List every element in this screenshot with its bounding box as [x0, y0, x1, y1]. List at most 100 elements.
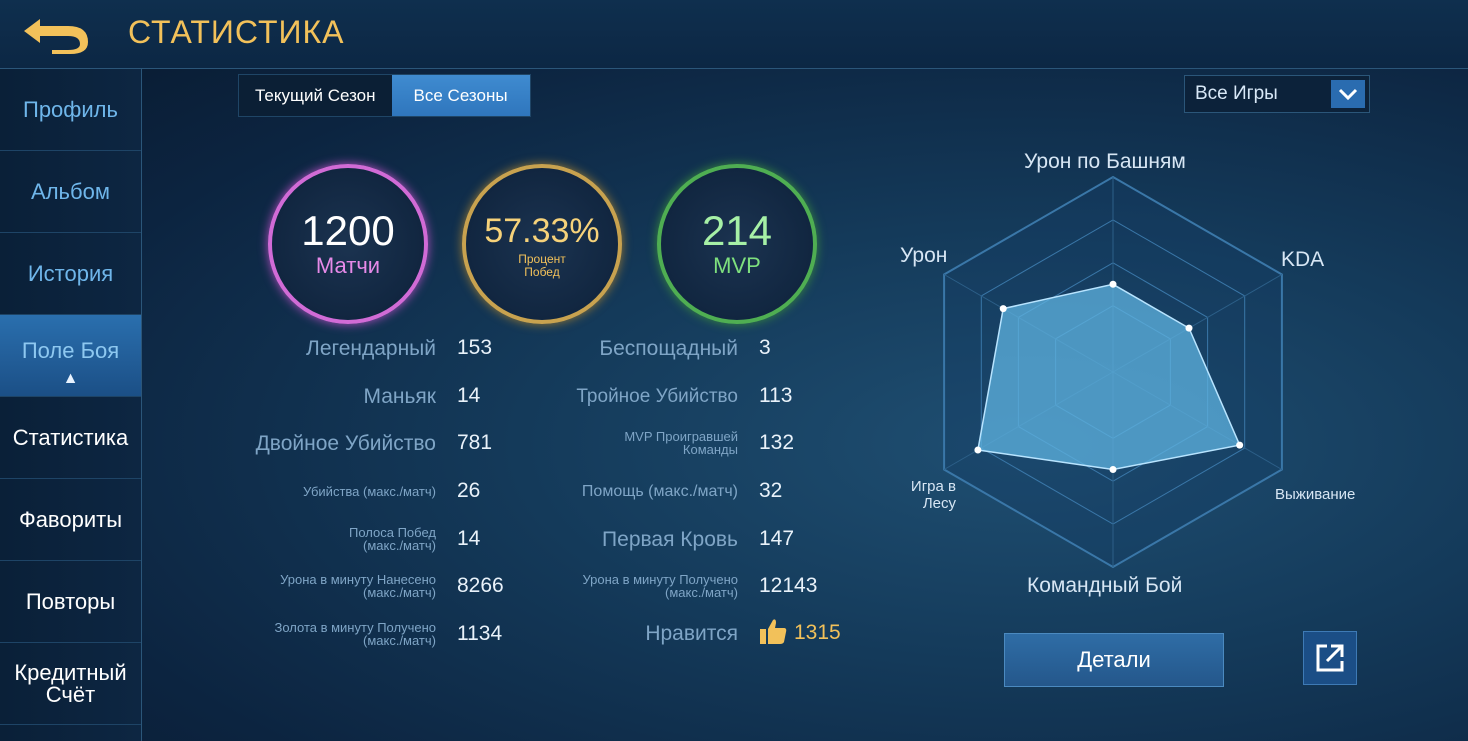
radar-point: [1185, 324, 1193, 332]
stat-label: Помощь (макс./матч): [581, 482, 738, 500]
sidebar-item-label: Кредитный Счёт: [14, 659, 127, 707]
mvp-circle: 214 MVP: [657, 164, 817, 324]
stat-label: Полоса Побед (макс./матч): [349, 525, 436, 553]
likes: 1315: [758, 616, 841, 650]
sidebar-item-history[interactable]: История: [0, 233, 141, 315]
game-mode-selected: Все Игры: [1195, 83, 1278, 104]
radar-axis-label: KDA: [1281, 248, 1325, 271]
winrate-value: 57.33%: [484, 212, 600, 250]
chevron-down-icon[interactable]: [1331, 80, 1365, 108]
radar-point: [999, 305, 1007, 313]
matches-value: 1200: [301, 207, 395, 254]
radar-axis-label: Игра в Лесу: [910, 478, 956, 512]
sidebar-item-battlefield[interactable]: Поле Боя ▲: [0, 315, 141, 397]
stat-label: Убийства (макс./матч): [303, 483, 436, 499]
sidebar-item-label: Профиль: [23, 96, 118, 122]
stat-row: Помощь (макс./матч): [498, 474, 738, 508]
stat-value: 153: [457, 336, 493, 359]
stat-row: Двойное Убийство: [196, 426, 436, 460]
season-tabs: Текущий Сезон Все Сезоны: [238, 74, 531, 117]
stat-row: Беспощадный: [498, 331, 738, 365]
sidebar-item-label: Фавориты: [18, 506, 123, 532]
radar-axis-label: Выживание: [1275, 486, 1356, 503]
radar-point: [1109, 280, 1117, 288]
stat-row: Тройное Убийство: [498, 379, 738, 413]
stat-label: Маньяк: [363, 384, 436, 408]
page-title: СТАТИСТИКА: [128, 14, 345, 50]
stat-row: Урона в минуту Получено (макс./матч): [498, 569, 738, 603]
stat-label: MVP Проигравшей Команды: [624, 429, 738, 457]
winrate-label: Процент Побед: [518, 252, 566, 279]
top-bar: СТАТИСТИКА: [0, 0, 1468, 69]
chevron-up-icon: ▲: [62, 370, 79, 387]
stat-row: Золота в минуту Получено (макс./матч): [196, 617, 436, 651]
winrate-circle: 57.33% Процент Побед: [462, 164, 622, 324]
radar-spoke: [943, 371, 1114, 470]
stat-row: Полоса Побед (макс./матч): [196, 522, 436, 556]
stat-value: 26: [457, 479, 481, 502]
stat-value: 3: [759, 336, 771, 359]
matches-circle: 1200 Матчи: [268, 164, 428, 324]
stat-label: Тройное Убийство: [576, 385, 738, 407]
tab-current-season[interactable]: Текущий Сезон: [255, 86, 376, 105]
stat-row: Легендарный: [196, 331, 436, 365]
stat-value: 14: [457, 384, 481, 407]
stat-value: 1134: [457, 622, 503, 645]
mvp-value: 214: [701, 207, 773, 254]
radar-area: [977, 283, 1241, 471]
stat-row: MVP Проигравшей Команды: [498, 426, 738, 460]
radar-point: [1236, 441, 1244, 449]
share-icon[interactable]: [1303, 631, 1357, 685]
sidebar-item-statistics[interactable]: Статистика: [0, 397, 141, 479]
sidebar-item-label: Статистика: [12, 424, 129, 450]
stat-value: 8266: [457, 574, 504, 597]
stat-label: Первая Кровь: [602, 527, 738, 551]
stat-value: 147: [759, 527, 795, 550]
stat-label: Нравится: [645, 621, 738, 645]
stat-label: Легендарный: [306, 336, 436, 360]
stat-row: Нравится: [498, 616, 738, 650]
radar-point: [1109, 466, 1117, 473]
sidebar-item-label: Поле Боя: [21, 337, 120, 363]
sidebar-item-credit-score[interactable]: Кредитный Счёт: [0, 643, 141, 725]
stat-label: Беспощадный: [599, 336, 738, 360]
radar-point: [974, 446, 982, 454]
radar-spoke: [1112, 274, 1283, 373]
sidebar: Профиль Альбом История Поле Боя ▲ Статис…: [0, 69, 142, 741]
radar-spoke: [1112, 371, 1283, 470]
radar-grid-ring: [943, 175, 1283, 569]
sidebar-item-label: Повторы: [25, 588, 116, 614]
radar-axis-label: Урон по Башням: [1024, 150, 1186, 173]
sidebar-item-album[interactable]: Альбом: [0, 151, 141, 233]
thumbs-up-icon[interactable]: [758, 616, 788, 651]
stat-label: Урона в минуту Получено (макс./матч): [582, 572, 738, 600]
likes-value: 1315: [794, 621, 841, 644]
radar-grid-ring: [980, 219, 1246, 525]
details-button[interactable]: Детали: [1004, 633, 1224, 687]
tab-all-seasons[interactable]: Все Сезоны: [391, 75, 530, 116]
stat-value: 781: [457, 431, 493, 454]
matches-label: Матчи: [315, 253, 381, 278]
radar-spoke: [943, 274, 1114, 373]
stat-value: 32: [759, 479, 783, 502]
stat-label: Двойное Убийство: [255, 431, 436, 455]
stat-value: 12143: [759, 574, 818, 597]
sidebar-item-label: Альбом: [31, 178, 110, 204]
radar-axis-label: Командный Бой: [1027, 574, 1183, 597]
sidebar-item-label: История: [27, 260, 114, 286]
sidebar-item-replays[interactable]: Повторы: [0, 561, 141, 643]
stat-row: Урона в минуту Нанесено (макс./матч): [196, 569, 436, 603]
stat-value: 132: [759, 431, 795, 454]
stat-label: Урона в минуту Нанесено (макс./матч): [280, 572, 436, 600]
mvp-label: MVP: [713, 253, 761, 278]
stat-value: 14: [457, 527, 481, 550]
sidebar-item-favorites[interactable]: Фавориты: [0, 479, 141, 561]
back-arrow-icon[interactable]: [18, 10, 98, 56]
radar-grid-ring: [1017, 262, 1209, 482]
game-mode-select[interactable]: Все Игры: [1184, 75, 1370, 113]
stat-value: 113: [759, 384, 793, 407]
radar-axis-label: Урон: [900, 244, 948, 267]
stat-row: Маньяк: [196, 379, 436, 413]
stat-row: Первая Кровь: [498, 522, 738, 556]
sidebar-item-profile[interactable]: Профиль: [0, 69, 141, 151]
